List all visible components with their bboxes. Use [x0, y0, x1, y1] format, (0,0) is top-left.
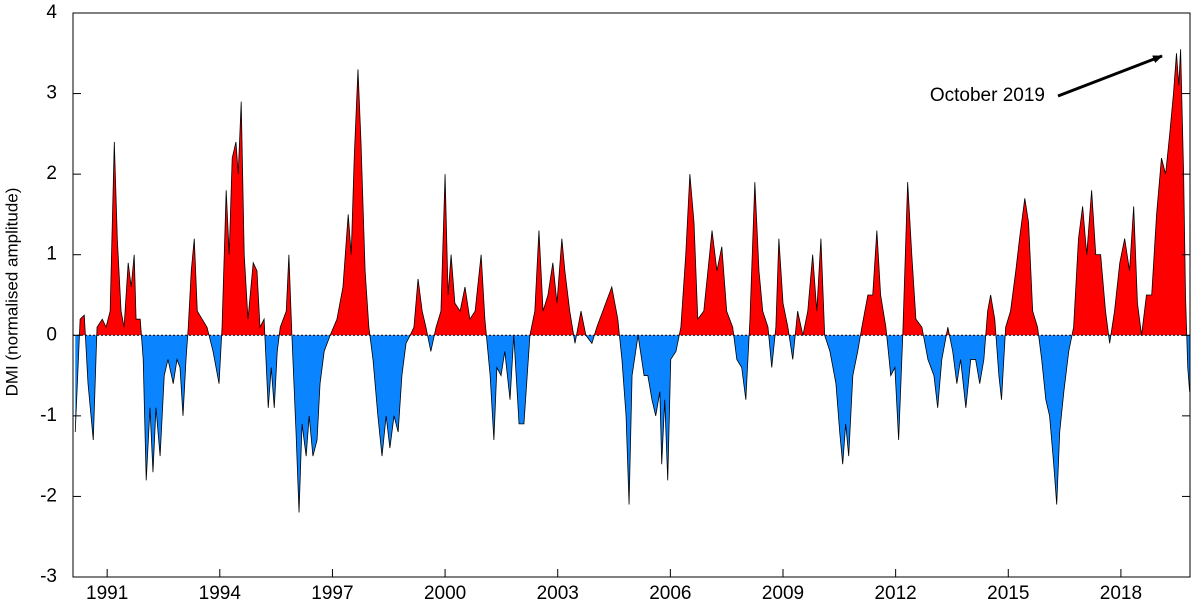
- y-tick-label: -2: [40, 485, 57, 506]
- y-tick-label: 3: [46, 83, 57, 104]
- y-tick-label: -1: [40, 405, 57, 426]
- annotation: October 2019: [930, 85, 1045, 106]
- y-tick-label: 2: [46, 163, 57, 184]
- y-tick-label: 0: [46, 324, 57, 345]
- x-tick-label: 1997: [311, 583, 353, 604]
- x-tick-label: 2012: [874, 583, 916, 604]
- plot-frame: [72, 12, 1191, 578]
- x-tick-label: 2000: [424, 583, 466, 604]
- x-tick-label: 2015: [987, 583, 1029, 604]
- y-tick-label: 1: [46, 244, 57, 265]
- x-tick-label: 2018: [1100, 583, 1142, 604]
- y-tick-label: -3: [40, 566, 57, 587]
- x-tick-label: 1991: [86, 583, 128, 604]
- x-tick-label: 2006: [649, 583, 691, 604]
- y-tick-label: 4: [46, 2, 57, 23]
- x-tick-label: 2003: [537, 583, 579, 604]
- y-axis-label: DMI (normalised amplitude): [2, 188, 21, 397]
- annotation-arrow: [1057, 54, 1163, 98]
- positive-area: [79, 49, 1187, 336]
- x-tick-label: 2009: [762, 583, 804, 604]
- x-tick-label: 1994: [199, 583, 242, 604]
- series-line: [74, 49, 1191, 513]
